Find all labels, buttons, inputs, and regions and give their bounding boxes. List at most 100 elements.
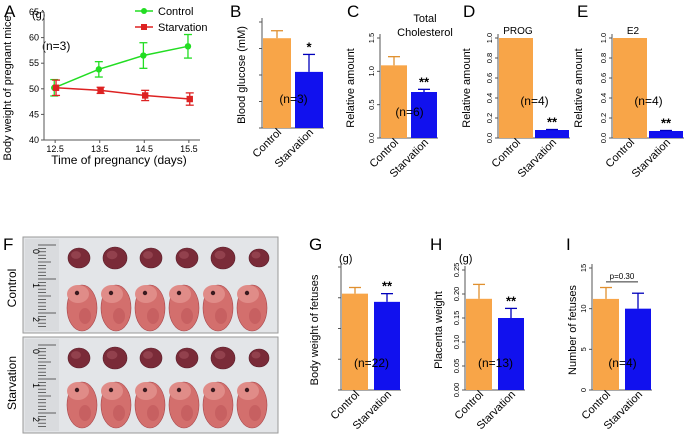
starvation-fetus-eye — [244, 387, 250, 393]
control-fetus-limb — [249, 308, 261, 324]
panel-e-letter: E — [577, 2, 588, 21]
control-fetus-eye — [74, 290, 80, 296]
panel-d-title: PROG — [503, 26, 533, 37]
panel-b-y-label: Blood glucose (mM) — [236, 26, 248, 124]
panel-e-y-label: Relative amount — [573, 48, 585, 128]
panel-d-significance: ** — [547, 115, 558, 130]
panel-c-y-tick-label: 1.0 — [367, 66, 376, 76]
panel-a-x-tick-label: 12.5 — [46, 144, 64, 154]
ruler-mark: 1 — [31, 383, 41, 388]
panel-h-bar-chart: H Placenta weight (g) 0.00 0.05 0.10 0.15 0.20 0… — [430, 235, 525, 432]
panel-d-y-tick-label: 0.4 — [485, 93, 494, 103]
panel-i-bar-control — [593, 298, 619, 390]
panel-h-y-tick-label: 0.15 — [452, 311, 461, 326]
panel-a-y-tick-label: 40 — [29, 135, 39, 145]
panel-i-bar-starvation — [625, 308, 651, 390]
control-fetus-limb — [113, 308, 125, 324]
control-fetus-eye — [142, 290, 148, 296]
panel-d-y-tick-label: 0.8 — [485, 53, 494, 63]
panel-f-photo: F Control Starvation 0 1 2 0 1 2 — [3, 235, 279, 434]
panel-d-y-tick-label: 1.0 — [485, 33, 494, 43]
panel-h-unit: (g) — [459, 253, 472, 265]
panel-g-bar-control — [342, 293, 368, 390]
panel-i-y-tick-label: 15 — [579, 264, 588, 272]
panel-d-bar-chart: D Relative amount PROG 0.0 0.2 0.4 0.6 0.8 1.0 Co… — [461, 2, 570, 180]
panel-g-letter: G — [309, 235, 322, 254]
control-placenta-highlight — [143, 251, 153, 259]
panel-c-y-tick-label: 0.0 — [367, 133, 376, 143]
panel-h-y-label: Placenta weight — [433, 291, 445, 369]
control-fetus-eye — [176, 290, 182, 296]
panel-g-bar-starvation — [374, 301, 400, 390]
starvation-placenta-highlight — [71, 351, 81, 359]
photo-row-label-control: Control — [5, 269, 19, 308]
control-placenta — [248, 248, 270, 268]
panel-h-y-tick-label: 0.25 — [452, 263, 461, 278]
control-fetus-limb — [79, 308, 91, 324]
panel-c-y-label: Relative amount — [345, 48, 357, 128]
control-fetus-eye — [210, 290, 216, 296]
starvation-placenta — [248, 348, 270, 368]
panel-c-bar-chart: C Relative amount Total Cholesterol 0.0 0.5 1.… — [345, 2, 453, 180]
panel-d-n-label: (n=4) — [520, 94, 548, 108]
panel-h-y-tick-label: 0.05 — [452, 359, 461, 374]
panel-e-x-tick-label: Control — [604, 137, 638, 171]
panel-h-letter: H — [430, 235, 442, 254]
panel-a-x-tick-label: 14.5 — [136, 144, 154, 154]
starvation-fetus-limb — [113, 405, 125, 421]
panel-d-y-tick-label: 0.0 — [485, 133, 494, 143]
panel-d-y-label: Relative amount — [461, 48, 473, 128]
panel-g-significance: ** — [382, 279, 393, 294]
legend-starvation-marker — [141, 24, 147, 30]
starvation-fetus-eye — [74, 387, 80, 393]
ruler-mark: 0 — [31, 249, 41, 254]
series-control-point — [140, 52, 147, 59]
starvation-fetus-eye — [210, 387, 216, 393]
starvation-placenta-highlight — [179, 351, 189, 359]
panel-h-bar-starvation — [498, 318, 524, 390]
panel-b-n-label: (n=3) — [279, 92, 307, 106]
panel-a-y-tick-label: 65 — [29, 7, 39, 17]
panel-d-x-tick-label: Starvation — [516, 137, 560, 181]
panel-a-y-tick-label: 55 — [29, 58, 39, 68]
panel-c-bar-starvation — [411, 92, 437, 138]
panel-h-significance: ** — [506, 293, 517, 308]
series-control-point — [184, 43, 192, 50]
control-placenta-highlight — [251, 251, 261, 259]
panel-g-y-label: Body weight of fetuses — [309, 274, 321, 385]
panel-c-letter: C — [347, 2, 359, 21]
panel-h-y-tick-label: 0.10 — [452, 335, 461, 350]
panel-a-x-tick-label: 15.5 — [180, 144, 198, 154]
panel-d-letter: D — [463, 2, 475, 21]
starvation-fetus-limb — [79, 405, 91, 421]
series-starvation-point — [97, 87, 104, 94]
panel-e-bar-chart: E Relative amount E2 0.0 0.2 0.4 0.6 0.8 1.0 Cont… — [573, 2, 684, 180]
photo-row-label-starvation: Starvation — [5, 356, 19, 410]
panel-a-y-tick-label: 50 — [29, 84, 39, 94]
ruler-mark: 2 — [31, 317, 41, 322]
series-starvation-line — [55, 87, 190, 100]
ruler-mark: 2 — [31, 417, 41, 422]
panel-i-y-tick-label: 0 — [579, 388, 588, 392]
panel-i-y-label: Number of fetuses — [567, 285, 579, 375]
legend-control-marker — [141, 8, 147, 14]
panel-e-y-tick-label: 1.0 — [599, 33, 608, 43]
starvation-fetus-eye — [108, 387, 114, 393]
panel-e-title: E2 — [627, 26, 640, 37]
panel-c-significance: ** — [419, 74, 430, 89]
panel-h-n-label: (n=13) — [478, 356, 513, 370]
panel-a-marks — [50, 33, 194, 106]
ruler — [25, 339, 59, 431]
control-placenta-highlight — [179, 251, 189, 259]
control-fetus-limb — [181, 308, 193, 324]
panel-a-y-tick-label: 60 — [29, 33, 39, 43]
panel-d-y-tick-label: 0.2 — [485, 113, 494, 123]
panel-c-bar-control — [381, 65, 407, 138]
ruler-mark: 0 — [31, 349, 41, 354]
panel-b-bar-starvation — [295, 71, 323, 128]
control-placenta-highlight — [106, 250, 118, 260]
panel-e-bar-control — [613, 38, 647, 138]
panel-b-bar-control — [263, 38, 291, 129]
